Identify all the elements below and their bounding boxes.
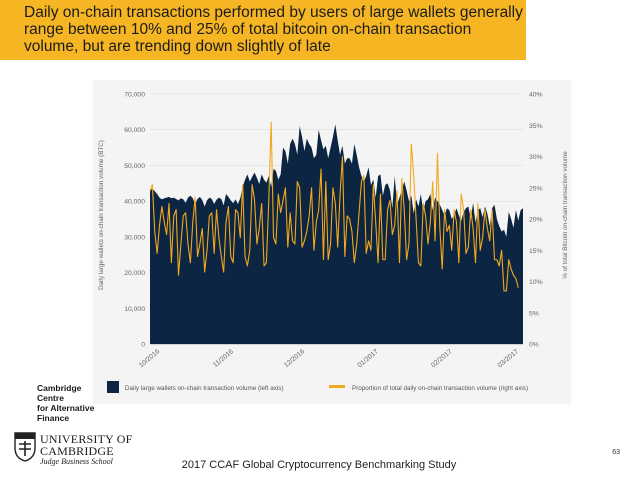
right-tick-label: 35% [529, 123, 543, 130]
x-tick-label: 02/2017 [430, 348, 453, 369]
left-axis-label: Daily large wallets on-chain transaction… [98, 140, 105, 290]
proportion-line [149, 121, 519, 292]
left-tick-label: 10,000 [124, 306, 145, 313]
x-tick-label: 12/2016 [283, 348, 306, 369]
footer-text: 2017 CCAF Global Cryptocurrency Benchmar… [181, 459, 457, 471]
x-tick-label: 10/2016 [138, 348, 161, 369]
ccaf-logo-line: Finance [37, 413, 70, 423]
left-tick-label: 60,000 [124, 127, 145, 134]
x-tick-label: 03/2017 [497, 348, 520, 369]
page-number: 63 [612, 449, 620, 456]
right-tick-label: 15% [529, 248, 543, 255]
right-tick-label: 25% [529, 185, 543, 192]
right-tick-label: 20% [529, 217, 543, 224]
x-axis-ticks: 10/2016 11/2016 12/2016 01/2017 02/2017 03/20… [138, 348, 520, 369]
legend-label-line: Proportion of total daily on-chain trans… [352, 385, 528, 392]
legend-swatch-line [329, 385, 345, 388]
ccaf-logo-line: for Alternative [37, 403, 95, 413]
left-tick-label: 50,000 [124, 163, 145, 170]
legend-swatch-area [107, 381, 119, 393]
legend-label-area: Daily large wallets on-chain transaction… [125, 385, 284, 392]
ccaf-logo: Cambridge Centre for Alternative Finance [37, 383, 117, 423]
left-tick-label: 30,000 [124, 234, 145, 241]
right-axis-ticks: 0% 5% 10% 15% 20% 25% 30% 35% 40% [529, 92, 543, 349]
x-tick-label: 01/2017 [357, 348, 380, 369]
right-tick-label: 30% [529, 154, 543, 161]
ccaf-logo-line: Cambridge [37, 383, 82, 393]
university-logo-line: UNIVERSITY OF [40, 432, 133, 446]
right-axis-label: % of total Bitcoin on-chain transaction … [562, 151, 569, 279]
dual-axis-area-line-chart: 0 10,000 20,000 30,000 40,000 50,000 60,000 70,… [98, 92, 569, 393]
right-tick-label: 10% [529, 279, 543, 286]
ccaf-logo-line: Centre [37, 393, 64, 403]
university-crest-icon [14, 432, 36, 462]
right-tick-label: 40% [529, 92, 543, 99]
headline: Daily on-chain transactions performed by… [24, 4, 523, 55]
headline-banner: Daily on-chain transactions performed by… [0, 0, 526, 60]
right-tick-label: 0% [529, 342, 539, 349]
left-tick-label: 0 [141, 342, 145, 349]
legend: Daily large wallets on-chain transaction… [107, 381, 528, 393]
university-logo-line: Judge Business School [40, 457, 113, 466]
left-tick-label: 70,000 [124, 92, 145, 99]
university-logo: UNIVERSITY OF CAMBRIDGE Judge Business S… [40, 433, 133, 467]
university-logo-line: CAMBRIDGE [40, 444, 114, 458]
left-tick-label: 20,000 [124, 270, 145, 277]
right-tick-label: 5% [529, 310, 539, 317]
x-tick-label: 11/2016 [212, 348, 235, 369]
left-tick-label: 40,000 [124, 199, 145, 206]
left-axis-ticks: 0 10,000 20,000 30,000 40,000 50,000 60,000 70,… [124, 92, 145, 349]
